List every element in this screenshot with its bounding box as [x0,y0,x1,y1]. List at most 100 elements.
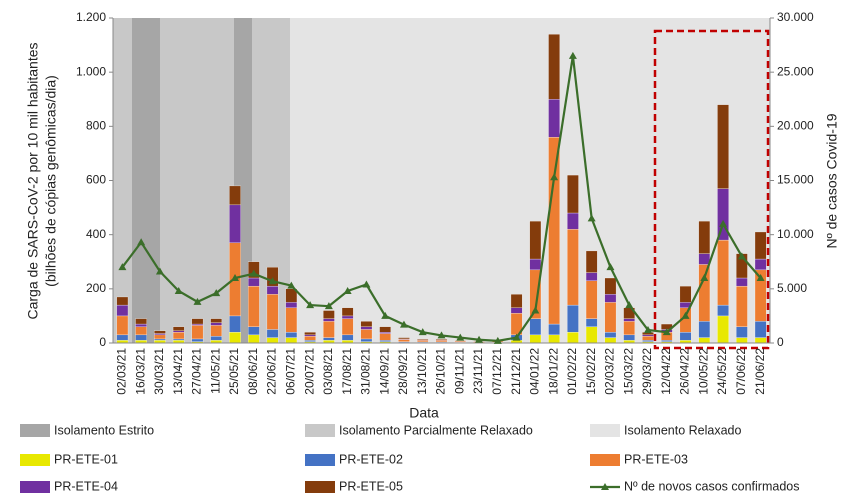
bar-segment [172,338,185,341]
bar-segment [191,325,204,340]
line-marker [212,289,221,297]
y2-tick-label: 0 [777,335,784,349]
bar-segment [398,339,410,342]
bar-segment [266,337,279,344]
bar-segment [623,321,635,336]
bar-segment [642,334,654,337]
bar-segment [717,304,729,317]
legend-label: Isolamento Estrito [54,423,154,437]
bar-segment [416,340,429,343]
bar-segment [567,332,579,344]
line-marker [193,297,202,305]
line-marker [343,287,352,294]
y2-tick-label: 15.000 [777,173,814,187]
bar-segment [754,258,767,271]
bar-segment [341,307,354,317]
x-tick-label: 18/01/22 [546,348,560,395]
bar-segment [454,340,467,343]
bar-segment [548,323,560,336]
bar-segment [135,326,147,336]
bar-segment [323,318,335,322]
legend-label: PR-ETE-05 [339,479,403,493]
bar-segment [548,137,560,325]
bar-segment [210,336,223,341]
x-tick-label: 17/08/21 [340,348,354,395]
x-tick-label: 31/08/21 [359,348,373,395]
bar-segment [529,220,542,260]
x-tick-label: 15/02/22 [584,348,598,395]
bar-segment [679,332,692,341]
bar-segment [548,334,560,344]
line-marker [531,306,540,314]
bar-segment [135,318,147,325]
line-marker [719,219,728,227]
bar-segment [604,294,617,303]
x-tick-label: 23/11/21 [471,348,485,394]
legend-swatch [305,481,335,493]
legend-swatch [20,454,50,466]
bar-segment [510,294,523,308]
bar-segment [135,323,147,327]
bar-segment [548,99,560,138]
bar-segment [698,220,711,254]
line-marker [568,51,577,59]
x-tick-label: 02/03/22 [603,348,617,395]
line-marker [756,274,765,281]
x-tick-label: 20/07/21 [302,348,316,395]
y-tick-label: 600 [86,173,106,187]
bar-segment [736,337,748,344]
bar-segment [585,326,598,344]
legend-label: PR-ETE-04 [54,479,118,493]
bar-segment [585,280,598,319]
line-marker [625,301,634,309]
line-marker [399,320,408,328]
bar-segment [285,288,298,303]
y-tick-label: 400 [86,227,106,241]
bar-segment [435,340,448,343]
line-marker [737,252,746,260]
y-tick-label: 1.200 [76,10,106,24]
bar-segment [229,185,241,206]
bar-segment [360,338,373,342]
bar-segment [229,204,241,243]
bar-segment [604,302,617,333]
x-tick-label: 07/06/22 [734,348,748,395]
bar-segment [717,239,729,306]
bar-segment [172,326,185,331]
line-marker [418,328,427,336]
x-tick-label: 07/12/21 [490,348,504,395]
bar-segment [341,315,354,319]
bar-segment [323,337,335,341]
y-tick-label: 0 [99,335,106,349]
bar-segment [585,318,598,327]
x-tick-label: 01/02/22 [565,348,579,395]
bar-segment [754,231,767,260]
y2-tick-label: 5.000 [777,281,807,295]
bar-segment [248,326,260,336]
x-tick-label: 28/09/21 [396,348,410,395]
bar-segment [736,277,748,287]
bar-segment [191,323,204,326]
bar-segment [736,285,748,327]
bar-segment [248,277,260,287]
bar-segment [548,34,560,100]
bar-segment [229,315,241,333]
bar-segment [285,337,298,344]
line-marker [324,302,333,310]
y2-tick-label: 25.000 [777,64,814,78]
x-tick-label: 09/11/21 [452,348,466,394]
x-tick-label: 21/12/21 [509,348,523,395]
x-axis-title: Data [409,405,439,421]
bar-segment [116,315,129,336]
bar-segment [266,285,279,295]
bar-segment [510,307,523,314]
bar-segment [116,296,129,306]
x-tick-label: 10/05/22 [696,348,710,395]
bar-segment [642,340,654,342]
bar-segment [210,325,223,337]
legend-swatch [305,424,335,437]
bar-segment [529,318,542,336]
line-marker [231,274,240,281]
bar-segment [172,332,185,340]
